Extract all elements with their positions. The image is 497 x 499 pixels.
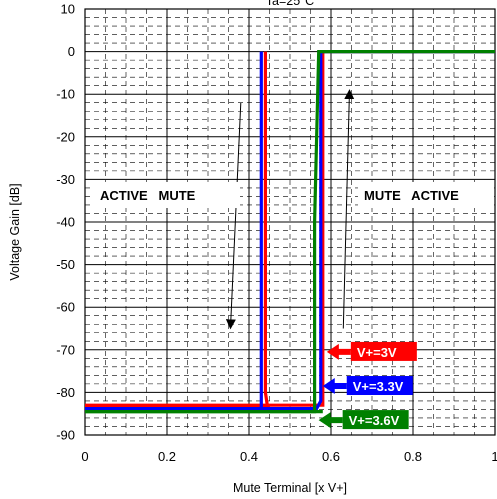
- x-tick-label: 0.2: [158, 449, 176, 464]
- legend-label-box: [350, 341, 417, 361]
- y-tick-label: -50: [56, 257, 75, 272]
- y-tick-label: -80: [56, 385, 75, 400]
- series-line: [85, 49, 495, 414]
- falling-direction-arrow: [225, 102, 242, 330]
- chart-title: Ta=25°C: [266, 0, 314, 8]
- legend-label: V+=3V: [357, 345, 397, 360]
- y-tick-label: -20: [56, 129, 75, 144]
- y-tick-label: -40: [56, 215, 75, 230]
- x-tick-label: 1: [491, 449, 497, 464]
- right-region-label-box: [358, 182, 494, 208]
- y-tick-label: 10: [61, 2, 75, 17]
- y-tick-label: -30: [56, 172, 75, 187]
- legend-label: V+=3.6V: [349, 413, 400, 428]
- legend-label-box: [346, 376, 413, 396]
- y-tick-label: -90: [56, 428, 75, 443]
- legend-arrow: [318, 412, 343, 429]
- left-region-label-box: [90, 182, 240, 208]
- x-tick-label: 0.4: [240, 449, 258, 464]
- legend-label: V+=3.3V: [353, 379, 404, 394]
- x-tick-label: 0: [81, 449, 88, 464]
- rising-direction-arrow: [342, 89, 355, 329]
- right-region-label: MUTE ACTIVE: [364, 188, 459, 203]
- series-line: [85, 51, 270, 408]
- y-tick-label: -70: [56, 342, 75, 357]
- y-tick-label: 0: [68, 44, 75, 59]
- legend-arrow: [322, 378, 347, 395]
- left-region-label: ACTIVE MUTE: [100, 188, 196, 203]
- legend-arrow: [326, 343, 351, 360]
- y-tick-label: -60: [56, 300, 75, 315]
- y-axis-title: Voltage Gain [dB]: [8, 183, 22, 280]
- y-tick-label: -10: [56, 87, 75, 102]
- plot-frame: [84, 8, 496, 436]
- x-tick-label: 0.8: [404, 449, 422, 464]
- x-tick-label: 0.6: [322, 449, 340, 464]
- x-axis-title: Mute Terminal [x V+]: [233, 481, 347, 495]
- series-layer: [85, 49, 495, 414]
- annotation-layer: V+=3V V+=3.3V V+=3.6V: [225, 89, 417, 430]
- tick-label-layer: 0 0.2 0.4 0.6 0.8 1 10 0 -10 -20 -30 -40 -50 -60 -70 -8…: [56, 2, 497, 465]
- legend-label-box: [342, 410, 409, 430]
- plot-border: [84, 8, 496, 436]
- grid-layer: [84, 8, 496, 436]
